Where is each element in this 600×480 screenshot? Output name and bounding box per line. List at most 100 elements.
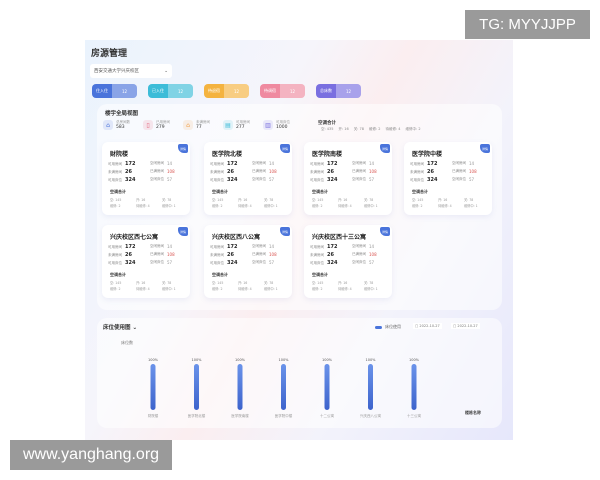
stat-value: 57: [269, 260, 275, 265]
stat-label: 可用床位: [210, 260, 224, 265]
pill-label: 已入住: [152, 88, 164, 93]
card-stat-left: 未满房间 26: [108, 252, 132, 258]
detail-tag[interactable]: 详情: [380, 227, 390, 236]
detail-tag[interactable]: 详情: [178, 144, 188, 153]
card-stat-right: 已满房间 108: [252, 252, 277, 257]
bar[interactable]: [237, 364, 243, 410]
stat-value: 57: [369, 260, 375, 265]
campus-dropdown[interactable]: 西安交通大学兴庆校区 ⌄: [90, 64, 172, 78]
detail-tag[interactable]: 详情: [280, 144, 290, 153]
ac-label: 空调合计: [412, 189, 428, 194]
ac-item: 空: 435: [321, 127, 334, 131]
data-label: 100%: [409, 358, 420, 362]
building-card[interactable]: 兴庆校区西十三公寓 详情 可用房间 172 未满房间 26 可用床位 324 空闲房间 14 已满房…: [304, 225, 392, 298]
stat-label: 已满房间: [150, 252, 164, 256]
stat-label: 可用房间: [108, 244, 122, 249]
building-card[interactable]: 医学院北楼 详情 可用房间 172 未满房间 26 可用床位 324 空闲房间 14 已满房间 108…: [204, 142, 292, 215]
card-stat-left: 可用床位 324: [410, 177, 437, 183]
data-label: 100%: [322, 358, 333, 362]
stat-value: 1000: [276, 125, 288, 130]
ac-item: 维修: 2: [312, 204, 323, 208]
card-stat-right: 空闲房间 14: [252, 161, 274, 166]
stat-label: 可用房间: [108, 161, 122, 166]
dashboard-screenshot: 房源管理 西安交通大学兴庆校区 ⌄ 楼宇全局视图 空调合计 空: 435 开: 16…: [85, 40, 513, 440]
calendar-icon: ▢: [453, 324, 458, 328]
date-from[interactable]: ▢ 2022-10-27: [413, 323, 442, 329]
bar[interactable]: [194, 364, 199, 410]
date-to-text: 2022-10-27: [457, 324, 478, 328]
x-axis-label: 楼栋名称: [465, 410, 481, 415]
ac-item: 待维修: 4: [238, 204, 252, 208]
stat-label: 空闲床位: [252, 260, 266, 264]
home-icon: ⌂: [103, 120, 113, 130]
bar[interactable]: [411, 364, 417, 410]
building-card[interactable]: 医学院南楼 详情 可用房间 172 未满房间 26 可用床位 324 空闲房间 14 已满房间 108…: [304, 142, 392, 215]
building-card[interactable]: 医学院中楼 详情 可用房间 172 未满房间 26 可用床位 324 空闲房间 14 已满房间 108…: [404, 142, 492, 215]
bed-chart-title[interactable]: 床位使用图 ⌄: [103, 323, 137, 331]
ac-label: 空调合计: [212, 272, 228, 277]
stat-value: 26: [327, 252, 334, 258]
chevron-down-icon: ⌄: [164, 68, 168, 74]
ac-label: 空调合计: [110, 189, 126, 194]
dropdown-value: 西安交通大学兴庆校区: [94, 69, 139, 74]
stat-label: 空闲床位: [150, 177, 164, 181]
bar[interactable]: [150, 364, 156, 410]
card-stat-right: 空闲床位 57: [150, 260, 172, 265]
ac-total-label: 空调合计: [318, 121, 336, 126]
card-stat-left: 可用床位 324: [310, 260, 337, 266]
filter-pill[interactable]: 总床数 12: [316, 84, 361, 98]
building-card[interactable]: 兴庆校区西七公寓 详情 可用房间 172 未满房间 26 可用床位 324 空闲房间 14 已满房间…: [102, 225, 190, 298]
chart-title-text: 床位使用图: [103, 325, 131, 331]
watermark-top: TG: MYYJJPP: [465, 10, 590, 39]
ac-item: 维修: 2: [212, 204, 223, 208]
data-label: 100%: [278, 358, 289, 362]
card-stat-left: 可用房间 172: [410, 161, 437, 167]
stat-value: 108: [469, 169, 477, 174]
stat-value: 57: [269, 177, 275, 182]
detail-tag[interactable]: 详情: [280, 227, 290, 236]
stat-label: 空闲房间: [150, 244, 164, 248]
building-name: 医学院南楼: [312, 151, 343, 158]
stat-value: 172: [327, 161, 338, 167]
card-stat-left: 未满房间 26: [310, 169, 334, 175]
stat-label: 可用床位: [310, 260, 324, 265]
bar[interactable]: [324, 364, 330, 410]
card-stat-left: 可用房间 172: [108, 244, 135, 250]
card-stat-right: 空闲房间 14: [150, 244, 172, 249]
ac-item: 空: 145: [312, 198, 324, 202]
stat-label: 已满房间: [352, 252, 366, 256]
stat-value: 172: [327, 244, 338, 250]
stat-value: 108: [167, 169, 175, 174]
detail-tag[interactable]: 详情: [480, 144, 490, 153]
stat-label: 已满房间: [252, 169, 266, 173]
y-axis-label: 床位数: [121, 340, 133, 345]
bar[interactable]: [281, 364, 286, 410]
detail-tag[interactable]: 详情: [178, 227, 188, 236]
ac-item: 待维修: 4: [385, 127, 401, 131]
card-stat-left: 可用床位 324: [108, 177, 135, 183]
detail-tag[interactable]: 详情: [380, 144, 390, 153]
building-card[interactable]: 兴庆校区西八公寓 详情 可用房间 172 未满房间 26 可用床位 324 空闲房间 14 已满房间…: [204, 225, 292, 298]
filter-pill[interactable]: 待退宿 12: [204, 84, 249, 98]
filter-pill[interactable]: 住入住 12: [92, 84, 137, 98]
stat-value: 324: [227, 177, 238, 183]
date-to[interactable]: ▢ 2022-10-27: [451, 323, 480, 329]
building-card[interactable]: 财院楼 详情 可用房间 172 未满房间 26 可用床位 324 空闲房间 14 已满房间 108 空闲…: [102, 142, 190, 215]
stat-value: 14: [469, 161, 475, 166]
stat-value: 324: [327, 177, 338, 183]
filter-pill[interactable]: 已入住 12: [148, 84, 193, 98]
page-title: 房源管理: [91, 49, 128, 59]
ac-item: 关: 78: [162, 198, 172, 202]
ac-item: 开: 16: [136, 281, 146, 285]
ac-item: 空: 145: [412, 198, 424, 202]
stat-label: 已满房间: [352, 169, 366, 173]
card-stat-left: 未满房间 26: [410, 169, 434, 175]
stat-value: 108: [167, 252, 175, 257]
filter-pill[interactable]: 待调宿 12: [260, 84, 305, 98]
stat-label: 空闲床位: [352, 177, 366, 181]
card-stat-right: 空闲床位 57: [252, 260, 274, 265]
stat-value: 57: [167, 177, 173, 182]
stat-label: 可用床位: [410, 177, 424, 182]
stat-label: 可用床位: [108, 177, 122, 182]
bar[interactable]: [368, 364, 373, 410]
